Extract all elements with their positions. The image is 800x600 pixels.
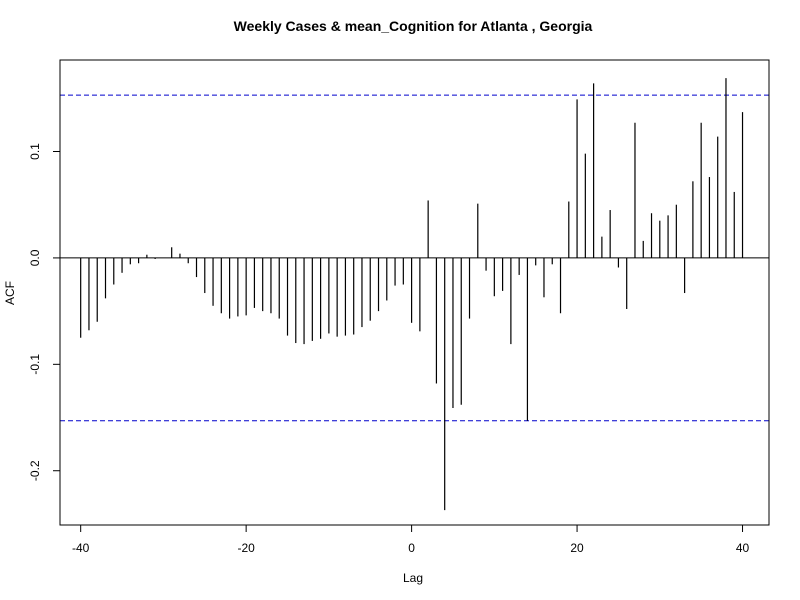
x-tick-label: 0 — [408, 541, 415, 555]
x-axis: -40 -20 0 20 40 — [72, 524, 750, 555]
y-axis-label: ACF — [3, 281, 17, 305]
y-tick-label: 0.1 — [28, 143, 42, 160]
plot-area — [60, 78, 769, 511]
x-tick-label: 20 — [570, 541, 584, 555]
y-tick-label: -0.1 — [28, 354, 42, 375]
y-tick-label: -0.2 — [28, 460, 42, 481]
x-tick-label: -40 — [72, 541, 90, 555]
chart-title: Weekly Cases & mean_Cognition for Atlant… — [234, 18, 593, 34]
y-tick-label: 0.0 — [28, 249, 42, 266]
x-tick-label: -20 — [237, 541, 255, 555]
x-axis-label: Lag — [403, 571, 423, 585]
x-tick-label: 40 — [736, 541, 750, 555]
y-axis: -0.2 -0.1 0.0 0.1 — [28, 143, 61, 481]
plot-frame — [59, 59, 770, 526]
